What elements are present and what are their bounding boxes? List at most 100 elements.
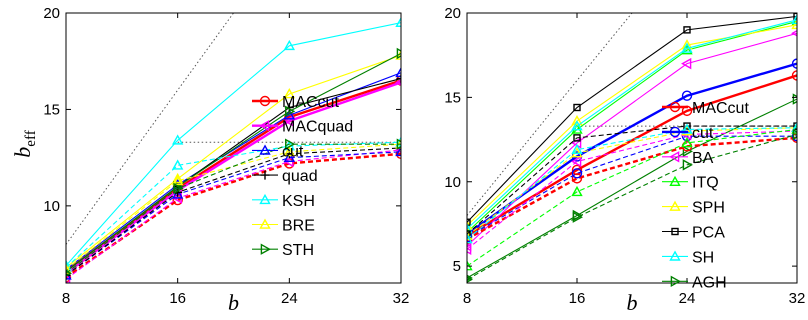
data-point [681, 42, 693, 53]
y-tick-label: 20 [444, 5, 461, 22]
data-point [395, 75, 401, 86]
data-point [791, 58, 797, 69]
data-point [395, 16, 401, 27]
data-point [171, 159, 184, 170]
data-point [66, 270, 71, 280]
legend-label: STH [282, 242, 314, 259]
legend-marker [259, 144, 271, 155]
data-point [467, 228, 473, 240]
x-axis-label: b [228, 290, 239, 315]
data-point [792, 128, 797, 141]
legend-item-sh: SH [662, 249, 714, 266]
series-line [467, 20, 797, 233]
x-tick-label: 24 [679, 290, 696, 307]
data-point [571, 115, 583, 126]
legend-marker [669, 250, 681, 261]
data-point [791, 121, 797, 133]
data-point [283, 88, 296, 99]
plot-area [66, 13, 401, 283]
legend-label: KSH [282, 193, 315, 210]
data-point [791, 13, 797, 25]
legend-marker [260, 170, 270, 180]
legend: MACcut cut BA ITQ SPH PCA SH AGH [662, 100, 749, 291]
series-line [66, 72, 401, 270]
data-point [683, 26, 691, 34]
x-tick-label: 8 [463, 290, 471, 307]
data-point [395, 148, 401, 159]
series-line [66, 149, 401, 280]
legend-item-maccut: MACcut [662, 100, 749, 117]
y-tick-label: 10 [43, 198, 60, 215]
data-point [571, 168, 583, 179]
legend-label: BRE [282, 218, 315, 235]
legend-item-cut: cut [252, 143, 304, 160]
y-tick-label: 5 [453, 258, 461, 275]
legend-label: cut [692, 125, 714, 142]
legend-marker [669, 175, 681, 186]
series-pca [467, 13, 797, 226]
legend-marker [669, 151, 680, 163]
data-point [285, 105, 296, 118]
axes-frame [65, 12, 402, 284]
legend-label: SH [692, 249, 714, 266]
legend-marker [259, 95, 271, 107]
legend-label: ITQ [692, 175, 719, 192]
legend-label: MACcut [692, 100, 749, 117]
plot-content [66, 13, 401, 283]
legend-marker [260, 243, 271, 255]
data-point [66, 272, 72, 283]
legend-label: AGH [692, 274, 727, 291]
legend-label: BA [692, 150, 714, 167]
data-point [793, 13, 797, 21]
series-sh [467, 13, 797, 234]
legend-marker [670, 275, 681, 287]
y-tick-label: 15 [43, 101, 60, 118]
series-line [66, 79, 401, 273]
data-point [683, 122, 691, 130]
plot-area [467, 13, 797, 283]
data-point [285, 138, 296, 150]
legend-item-itq: ITQ [662, 175, 719, 192]
x-tick-label: 16 [569, 290, 586, 307]
legend-label: SPH [692, 200, 725, 217]
legend-item-sph: SPH [662, 200, 725, 217]
legend-marker [671, 227, 679, 236]
legend-marker [259, 218, 271, 229]
data-point [171, 134, 184, 145]
series-line [66, 143, 401, 274]
data-point [792, 93, 797, 105]
series-line [467, 62, 797, 236]
data-point [396, 138, 401, 150]
legend-label: cut [282, 143, 304, 160]
series-line [467, 15, 797, 223]
data-point [682, 145, 693, 158]
data-point [467, 223, 473, 234]
series-dashed-series-13 [467, 122, 797, 238]
left-chart-panel: 8 16 24 32 10 15 20 b beff MACcut MACquad cut quad KS… [10, 5, 409, 315]
legend-item-agh: AGH [662, 274, 727, 291]
data-point [681, 125, 693, 136]
data-point [681, 136, 693, 148]
legend-item-bre: BRE [252, 218, 315, 235]
data-point [467, 230, 471, 238]
series-line [66, 151, 401, 276]
data-point [682, 159, 693, 171]
y-axis-label-subscript: eff [23, 130, 39, 146]
data-point [283, 39, 296, 51]
data-point [283, 145, 296, 157]
data-point [573, 103, 581, 112]
series-line [66, 53, 401, 272]
data-point [791, 70, 797, 81]
legend-marker [669, 200, 681, 211]
data-point [66, 263, 72, 274]
plot-content [467, 13, 797, 283]
series-line [66, 22, 401, 267]
y-tick-label: 15 [444, 89, 461, 106]
x-tick-label: 8 [62, 290, 70, 307]
legend: MACcut MACquad cut quad KSH BRE STH [252, 94, 353, 259]
axes-frame [466, 12, 798, 284]
series-line [467, 98, 797, 279]
data-point [571, 143, 583, 154]
data-point [571, 185, 583, 197]
